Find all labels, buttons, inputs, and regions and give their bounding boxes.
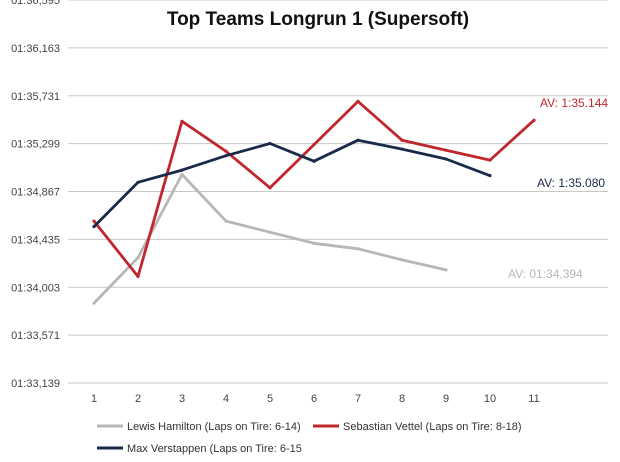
data-point xyxy=(312,159,316,163)
data-point xyxy=(488,174,492,178)
average-annotation: AV: 1:35.080 xyxy=(537,176,605,190)
data-point xyxy=(444,148,448,152)
data-point xyxy=(268,230,272,234)
data-point xyxy=(444,268,448,272)
y-axis-labels: 01:33,139 01:33,571 01:34,003 01:34,435 01:3… xyxy=(11,0,60,390)
data-point xyxy=(224,219,228,223)
y-tick-label: 01:33,139 xyxy=(11,378,60,390)
series-line-2 xyxy=(93,138,491,228)
series-lines xyxy=(92,99,536,305)
y-tick-label: 01:35,299 xyxy=(11,139,60,151)
data-point xyxy=(92,301,96,305)
data-point xyxy=(400,147,404,151)
x-tick-label: 11 xyxy=(528,393,539,405)
data-point xyxy=(92,225,96,229)
data-point xyxy=(532,118,536,122)
data-point xyxy=(136,256,140,260)
data-point xyxy=(444,157,448,161)
data-point xyxy=(268,141,272,146)
x-tick-label: 5 xyxy=(267,393,273,405)
data-point xyxy=(356,247,360,251)
x-tick-label: 6 xyxy=(311,393,317,405)
data-point xyxy=(400,138,404,142)
x-tick-label: 3 xyxy=(179,393,185,405)
y-tick-label: 01:36,595 xyxy=(11,0,60,7)
x-tick-label: 7 xyxy=(355,393,361,405)
y-tick-label: 01:36,163 xyxy=(11,43,60,55)
legend: Lewis Hamilton (Laps on Tire: 6-14) Sebas… xyxy=(97,421,522,455)
data-point xyxy=(224,149,228,153)
data-point xyxy=(268,186,272,190)
data-point xyxy=(92,219,96,223)
data-point xyxy=(136,180,140,184)
x-tick-label: 1 xyxy=(91,393,97,405)
data-point xyxy=(400,258,404,262)
data-point xyxy=(312,241,316,245)
y-tick-label: 01:33,571 xyxy=(11,330,60,342)
data-point xyxy=(356,138,360,142)
data-point xyxy=(224,154,228,158)
legend-label: Max Verstappen (Laps on Tire: 6-15 xyxy=(127,443,302,455)
data-point xyxy=(136,274,140,279)
average-annotation: AV: 1:35.144 xyxy=(540,96,608,110)
y-tick-label: 01:34,867 xyxy=(11,187,60,199)
data-point xyxy=(180,172,184,177)
data-point xyxy=(180,168,184,172)
y-tick-label: 01:34,435 xyxy=(11,234,60,246)
y-tick-label: 01:34,003 xyxy=(11,282,60,294)
x-tick-label: 8 xyxy=(399,393,405,405)
x-tick-label: 4 xyxy=(223,393,229,405)
x-tick-label: 2 xyxy=(135,393,141,405)
legend-label: Lewis Hamilton (Laps on Tire: 6-14) xyxy=(127,421,301,433)
y-tick-label: 01:35,731 xyxy=(11,91,60,103)
average-annotation: AV: 01:34,394 xyxy=(508,267,583,281)
data-point xyxy=(312,143,316,147)
chart-title: Top Teams Longrun 1 (Supersoft) xyxy=(167,9,469,30)
series-line-1 xyxy=(92,100,535,278)
x-tick-label: 10 xyxy=(484,393,496,405)
x-tick-label: 9 xyxy=(443,393,449,405)
data-point xyxy=(356,99,360,104)
legend-label: Sebastian Vettel (Laps on Tire: 8-18) xyxy=(343,421,522,433)
data-point xyxy=(488,158,492,162)
data-point xyxy=(180,119,184,123)
gridlines xyxy=(68,0,608,384)
average-annotations: AV: 01:34,394 AV: 1:35.144 AV: 1:35.080 xyxy=(508,96,608,281)
series-line-0 xyxy=(92,173,447,305)
x-axis-labels: 1 2 3 4 5 6 7 8 9 10 11 xyxy=(91,393,540,405)
